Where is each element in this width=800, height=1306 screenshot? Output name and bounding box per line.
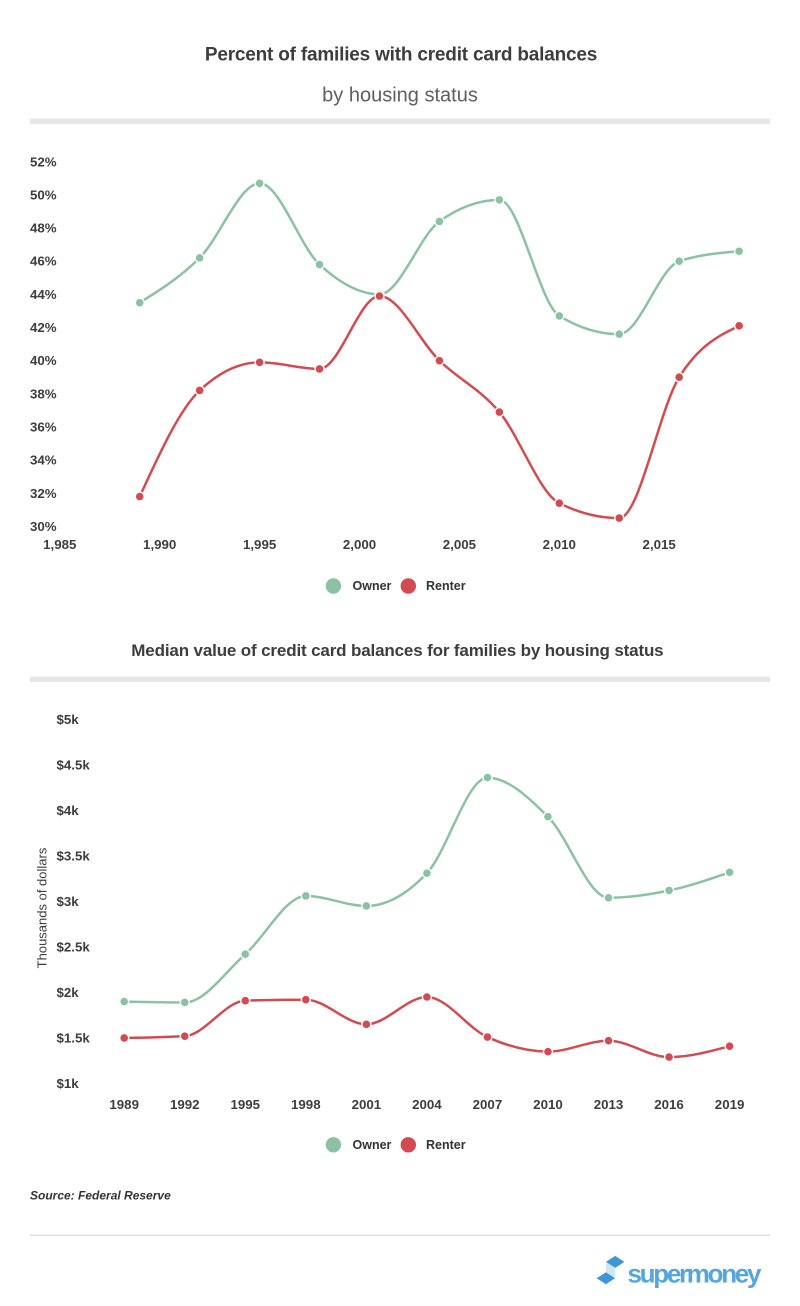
svg-text:1,990: 1,990 [143, 537, 176, 552]
svg-text:32%: 32% [30, 486, 57, 501]
svg-text:2,000: 2,000 [343, 537, 376, 552]
svg-text:42%: 42% [30, 320, 57, 335]
svg-text:$3k: $3k [57, 894, 80, 909]
svg-text:Renter: Renter [426, 579, 466, 593]
svg-text:Renter: Renter [426, 1138, 466, 1152]
svg-text:supermoney: supermoney [628, 1259, 762, 1289]
svg-text:1992: 1992 [170, 1097, 200, 1112]
svg-text:$1.5k: $1.5k [57, 1030, 91, 1045]
svg-text:2013: 2013 [594, 1097, 624, 1112]
svg-text:$5k: $5k [57, 712, 80, 727]
svg-text:$2.5k: $2.5k [57, 939, 91, 954]
svg-text:34%: 34% [30, 453, 57, 468]
svg-text:2016: 2016 [654, 1097, 684, 1112]
svg-text:Median value of credit card ba: Median value of credit card balances for… [131, 641, 663, 660]
svg-text:40%: 40% [30, 353, 57, 368]
svg-text:Owner: Owner [353, 1138, 392, 1152]
svg-text:$1k: $1k [57, 1076, 80, 1091]
svg-text:Source: Federal Reserve: Source: Federal Reserve [30, 1189, 171, 1203]
svg-text:50%: 50% [30, 187, 57, 202]
svg-text:30%: 30% [30, 519, 57, 534]
svg-text:2001: 2001 [352, 1097, 382, 1112]
svg-text:38%: 38% [30, 386, 57, 401]
svg-text:2019: 2019 [715, 1097, 745, 1112]
svg-text:1,995: 1,995 [243, 537, 277, 552]
svg-text:2,010: 2,010 [543, 537, 576, 552]
svg-text:$3.5k: $3.5k [57, 848, 91, 863]
svg-text:2004: 2004 [412, 1097, 442, 1112]
svg-text:36%: 36% [30, 419, 57, 434]
svg-text:2010: 2010 [533, 1097, 563, 1112]
svg-text:44%: 44% [30, 287, 57, 302]
svg-text:2,015: 2,015 [643, 537, 677, 552]
svg-text:$4.5k: $4.5k [57, 757, 91, 772]
svg-text:1989: 1989 [109, 1097, 139, 1112]
svg-text:Percent of families with credi: Percent of families with credit card bal… [205, 45, 597, 66]
svg-text:2007: 2007 [473, 1097, 503, 1112]
svg-text:$4k: $4k [57, 803, 80, 818]
svg-text:48%: 48% [30, 221, 57, 236]
svg-text:1,985: 1,985 [43, 537, 77, 552]
svg-text:2,005: 2,005 [443, 537, 477, 552]
svg-text:Owner: Owner [353, 579, 392, 593]
svg-text:1995: 1995 [230, 1097, 260, 1112]
svg-text:Thousands of dollars: Thousands of dollars [34, 847, 49, 968]
svg-text:1998: 1998 [291, 1097, 321, 1112]
svg-text:$2k: $2k [57, 985, 80, 1000]
svg-text:52%: 52% [30, 154, 57, 169]
svg-text:by housing status: by housing status [322, 85, 478, 107]
svg-text:46%: 46% [30, 254, 57, 269]
